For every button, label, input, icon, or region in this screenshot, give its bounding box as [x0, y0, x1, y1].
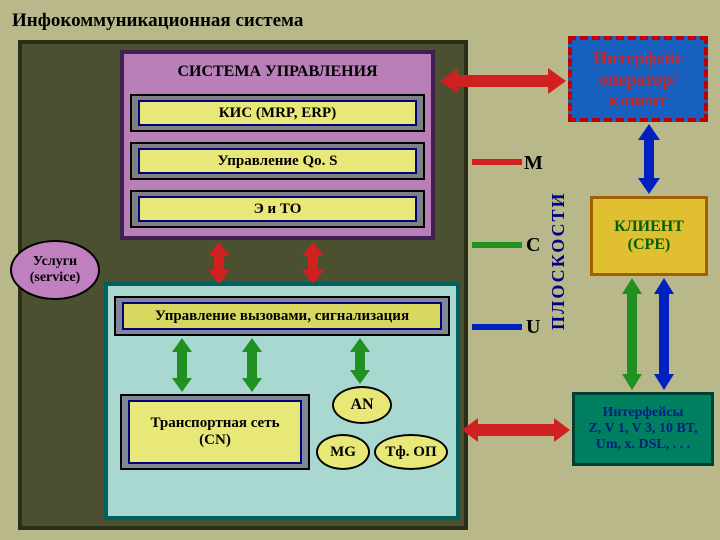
- arrow-cpe-bottom-b: [652, 278, 676, 390]
- arrow-u-out: [462, 416, 570, 444]
- conn-m: [472, 155, 522, 169]
- tfop-oval: Тф. ОП: [374, 434, 448, 470]
- arrow-v-green-1: [170, 338, 194, 392]
- mg-oval: MG: [316, 434, 370, 470]
- mgmt-row-2: Э и ТО: [138, 196, 417, 222]
- an-oval: AN: [332, 386, 392, 424]
- mgmt-row-1: Управление Qo. S: [138, 148, 417, 174]
- arrow-v-red-2: [300, 242, 326, 284]
- plane-m: M: [524, 152, 543, 175]
- conn-c: [472, 238, 522, 252]
- arrow-mgmt-iface: [440, 66, 566, 96]
- services-oval: Услуги (service): [10, 240, 100, 300]
- call-ctrl: Управление вызовами, сигнализация: [122, 302, 442, 330]
- planes-vertical-text: ПЛОСКОСТИ: [548, 150, 569, 330]
- ifaces-bottom-text: Интерфейсы Z, V 1, V 3, 10 BT, Um, x. DS…: [574, 394, 712, 464]
- mgmt-row-0: КИС (MRP, ERP): [138, 100, 417, 126]
- arrow-cpe-bottom-g: [620, 278, 644, 390]
- page-title: Инфокоммуникационная система: [12, 10, 303, 32]
- mgmt-header: СИСТЕМА УПРАВЛЕНИЯ: [130, 58, 425, 86]
- iface-op-text: Интерфейс оператор/ клиент: [572, 40, 704, 118]
- arrow-v-green-2: [240, 338, 264, 392]
- arrow-v-green-3: [348, 338, 372, 384]
- cn-box: Транспортная сеть (CN): [128, 400, 302, 464]
- arrow-iface-cpe: [636, 124, 662, 194]
- arrow-v-red-1: [206, 242, 232, 284]
- plane-u: U: [526, 316, 540, 339]
- conn-u: [472, 320, 522, 334]
- cpe-text: КЛИЕНТ (CPE): [592, 198, 706, 274]
- plane-c: C: [526, 234, 540, 257]
